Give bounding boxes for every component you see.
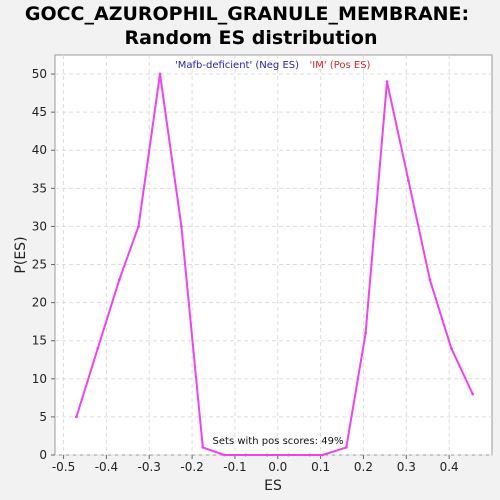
y-tick-label: 35	[32, 181, 47, 195]
y-axis-label: P(ES)	[13, 236, 29, 273]
data-point	[158, 72, 162, 76]
data-point	[137, 225, 140, 228]
y-tick-label: 20	[32, 296, 47, 310]
data-point	[308, 453, 312, 457]
chart-title-line1: GOCC_AZUROPHIL_GRANULE_MEMBRANE:	[25, 3, 469, 25]
y-tick-label: 0	[39, 448, 47, 462]
x-tick-label: -0.2	[180, 460, 203, 474]
y-tick-label: 40	[32, 143, 47, 157]
data-point	[96, 346, 100, 350]
x-tick-label: 0.4	[440, 460, 459, 474]
x-tick-label: -0.5	[52, 460, 75, 474]
y-tick-label: 10	[32, 372, 47, 386]
y-tick-label: 15	[32, 334, 47, 348]
x-tick-label: -0.3	[138, 460, 161, 474]
x-tick-label: 0.0	[268, 460, 287, 474]
data-point	[407, 179, 410, 183]
data-point	[344, 445, 348, 449]
data-point	[321, 453, 325, 457]
data-point	[287, 453, 290, 457]
data-point	[244, 453, 248, 457]
legend-entry-neg-es: 'Mafb-deficient' (Neg ES)	[175, 60, 299, 71]
data-point	[364, 331, 368, 335]
plot-area	[54, 54, 493, 456]
data-point	[385, 80, 389, 84]
data-point	[117, 278, 121, 282]
data-point	[201, 445, 205, 449]
series	[75, 72, 475, 457]
data-point	[428, 278, 432, 282]
pos-scores-annotation: Sets with pos scores: 49%	[213, 436, 344, 447]
chart-title-line2: Random ES distribution	[124, 27, 377, 49]
legend-entry-pos-es: 'IM' (Pos ES)	[310, 60, 371, 71]
data-point	[75, 415, 78, 419]
x-tick-label: 0.2	[354, 460, 373, 474]
x-tick-label: -0.1	[223, 460, 246, 474]
x-axis-label: ES	[264, 478, 282, 494]
x-tick-label: 0.3	[397, 460, 416, 474]
series-line	[75, 73, 474, 456]
y-tick-label: 45	[32, 105, 47, 119]
y-tick-label: 25	[32, 258, 47, 272]
data-point	[449, 346, 453, 350]
data-point	[179, 225, 183, 228]
x-tick-label: 0.1	[311, 460, 330, 474]
data-point	[222, 453, 226, 457]
y-tick-label: 5	[39, 410, 47, 424]
data-point	[471, 392, 475, 396]
axes: -0.5 -0.4 -0.3 -0.2 -0.1 0.0 0.1 0.2 0.3 0.4 0 5 10 1…	[32, 67, 459, 474]
data-point	[265, 453, 269, 457]
legend: 'Mafb-deficient' (Neg ES) 'IM' (Pos ES)	[175, 60, 371, 71]
y-tick-label: 50	[32, 67, 47, 81]
x-tick-label: -0.4	[95, 460, 118, 474]
y-tick-label: 30	[32, 219, 47, 233]
